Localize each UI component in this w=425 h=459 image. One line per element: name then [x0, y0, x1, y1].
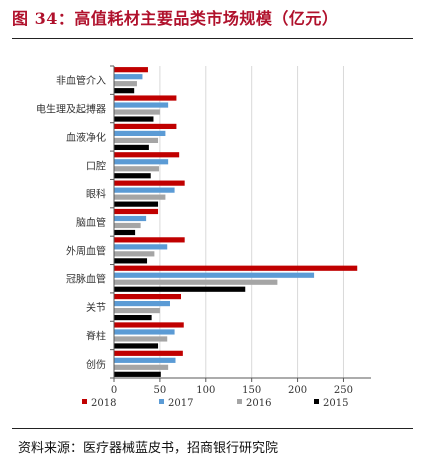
bar-2018-关节: [114, 293, 182, 300]
bar-2017-非血管介入: [114, 74, 143, 80]
category-label: 血液净化: [66, 131, 106, 144]
bar-2017-冠脉血管: [114, 272, 315, 278]
bar-2018-眼科: [114, 180, 185, 186]
legend-label-2017: 2017: [168, 398, 193, 409]
bar-2018-脑血管: [114, 208, 159, 215]
x-tick-label: 150: [242, 385, 261, 396]
legend-swatch-2018: [82, 399, 87, 404]
legend-label-2016: 2016: [246, 398, 271, 409]
bar-2016-非血管介入: [114, 81, 137, 87]
bar-2017-创伤: [114, 357, 176, 363]
category-label: 眼科: [86, 188, 106, 201]
category-label: 脑血管: [76, 216, 106, 229]
bar-2018-口腔: [114, 152, 180, 158]
bar-2015-非血管介入: [114, 88, 135, 94]
bar-2018-外周血管: [114, 237, 185, 243]
x-tick-label: 0: [111, 385, 117, 396]
figure-title: 图 34：高值耗材主要品类市场规模（亿元）: [12, 9, 339, 28]
category-label: 外周血管: [66, 244, 106, 257]
axes: [110, 65, 371, 382]
category-label: 电生理及起搏器: [36, 103, 106, 116]
bar-2015-眼科: [114, 201, 159, 207]
x-tick-label: 50: [154, 385, 167, 396]
x-tick-label: 250: [334, 385, 353, 396]
bar-2018-冠脉血管: [114, 265, 358, 271]
category-label: 非血管介入: [56, 74, 106, 87]
tick-labels: 0 50 100 150 200 250: [111, 385, 353, 396]
bar-2016-电生理及起搏器: [114, 109, 160, 115]
bar-2016-血液净化: [114, 137, 159, 144]
legend-swatch-2016: [237, 399, 242, 404]
bar-2017-脑血管: [114, 215, 147, 222]
bar-2016-创伤: [114, 364, 169, 370]
bar-2015-创伤: [114, 371, 161, 377]
bar-2015-电生理及起搏器: [114, 116, 154, 122]
category-label: 冠脉血管: [66, 273, 106, 286]
category-label: 创伤: [86, 358, 106, 371]
bar-2016-口腔: [114, 166, 159, 172]
legend-swatch-2017: [159, 399, 164, 404]
bar-2017-关节: [114, 300, 170, 307]
bar-2016-脑血管: [114, 222, 141, 229]
bar-2017-电生理及起搏器: [114, 102, 169, 108]
bar-2015-口腔: [114, 173, 151, 179]
source-note: 资料来源：医疗器械蓝皮书，招商银行研究院: [18, 441, 279, 456]
bar-2018-脊柱: [114, 322, 184, 328]
bar-2015-外周血管: [114, 258, 148, 264]
bar-2017-脊柱: [114, 329, 175, 335]
bar-2017-口腔: [114, 159, 169, 165]
bar-2017-眼科: [114, 187, 175, 193]
bar-2015-脑血管: [114, 229, 136, 236]
category-label: 脊柱: [86, 329, 106, 342]
legend-label-2015: 2015: [323, 398, 348, 409]
bar-2016-脊柱: [114, 336, 168, 342]
source-divider: [12, 428, 413, 429]
bar-2016-关节: [114, 307, 160, 314]
bar-2018-创伤: [114, 350, 183, 356]
x-tick-label: 100: [196, 385, 215, 396]
bar-2016-冠脉血管: [114, 279, 278, 285]
bar-series: [114, 67, 358, 377]
bar-2018-血液净化: [114, 123, 177, 130]
x-tick-label: 200: [288, 385, 307, 396]
bar-2018-电生理及起搏器: [114, 95, 177, 101]
bar-2018-非血管介入: [114, 67, 148, 73]
bar-2017-血液净化: [114, 130, 166, 137]
bar-2015-冠脉血管: [114, 286, 246, 292]
bar-2016-外周血管: [114, 251, 155, 257]
bar-2017-外周血管: [114, 244, 168, 250]
legend-label-2018: 2018: [91, 398, 116, 409]
legend-swatch-2015: [314, 399, 319, 404]
bar-2015-脊柱: [114, 343, 159, 349]
title-divider: [12, 38, 413, 39]
bar-2015-关节: [114, 314, 152, 321]
gridlines: [159, 66, 344, 378]
category-label: 口腔: [86, 159, 106, 172]
category-label: 关节: [86, 301, 106, 314]
legend: 2018 2017 2016 2015: [82, 398, 348, 409]
bar-2016-眼科: [114, 194, 166, 200]
bar-2015-血液净化: [114, 144, 149, 151]
